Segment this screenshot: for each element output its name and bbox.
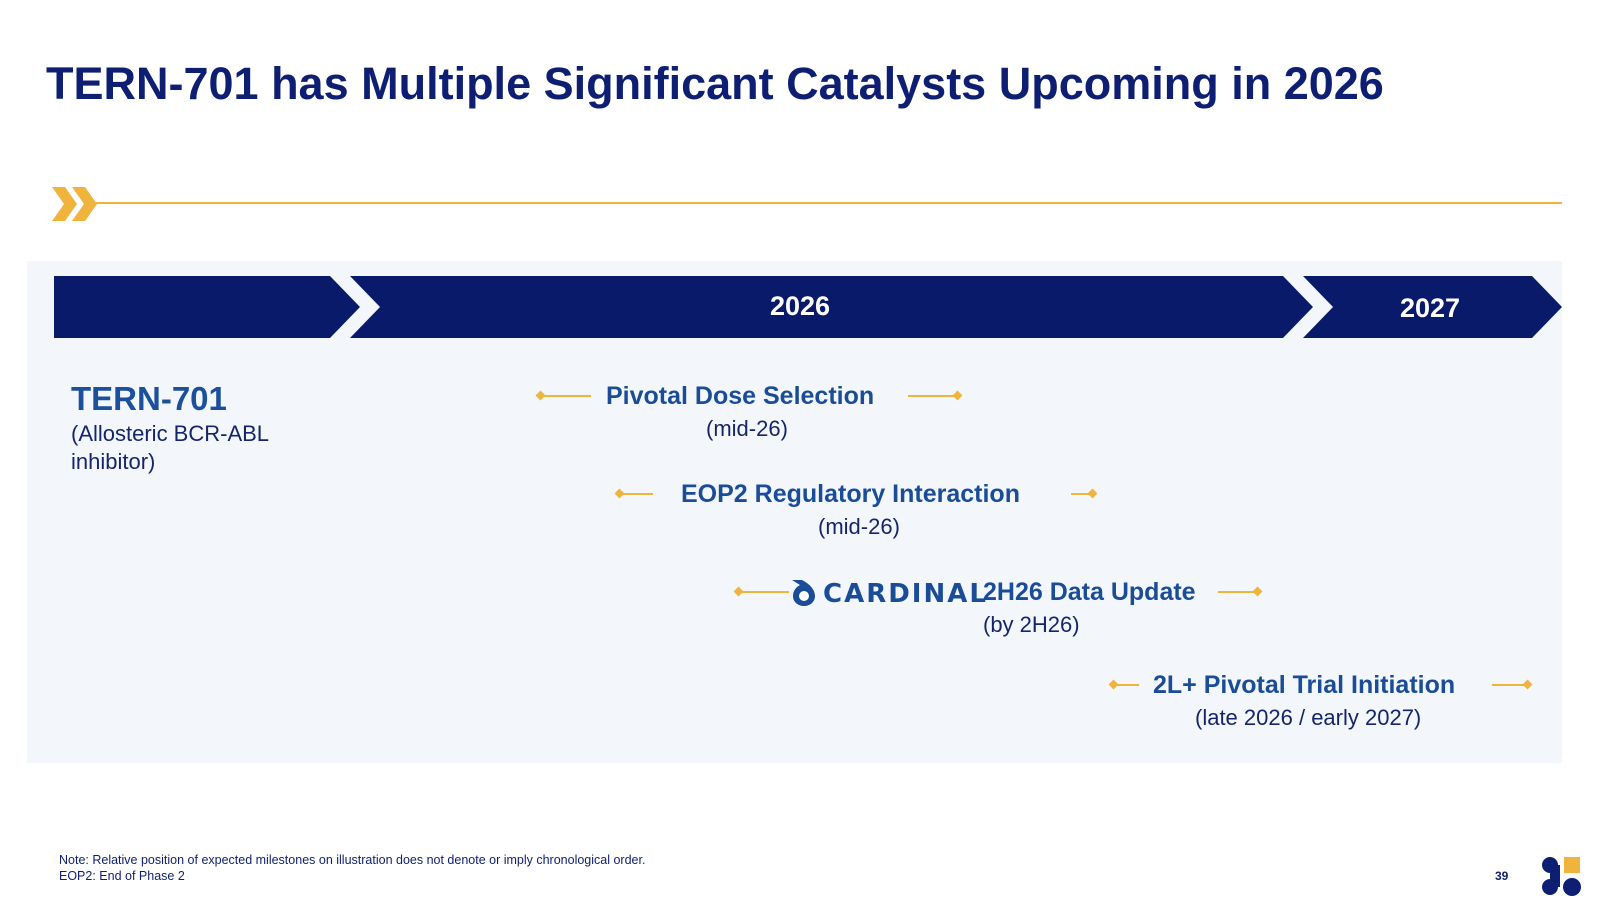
milestone-label: EOP2 Regulatory Interaction [681,480,1020,508]
asset-name: TERN-701 [71,380,227,417]
milestone-label: 2L+ Pivotal Trial Initiation [1153,671,1456,699]
milestone-timing: (by 2H26) [983,612,1080,637]
timeline-arrow-band [54,276,1562,338]
connector-line [541,395,591,397]
connector-line [1114,684,1139,686]
footnote-abbreviation: EOP2: End of Phase 2 [59,869,185,883]
milestone-timing: (late 2026 / early 2027) [1195,705,1422,730]
milestone-timing: (mid-26) [818,514,900,539]
cardinal-logo-wordmark: CARDINAL [823,579,988,609]
asset-description: (Allosteric BCR-ABL inhibitor) [71,421,269,474]
company-logo-icon [1542,857,1581,896]
milestone-timing: (mid-26) [706,416,788,441]
connector-line [1218,591,1258,593]
timeline-segment-2026 [350,276,1313,338]
footnote-note: Note: Relative position of expected mile… [59,853,646,867]
footnotes: Note: Relative position of expected mile… [59,852,645,884]
year-label-2027: 2027 [1400,293,1461,323]
connector-line [620,493,653,495]
timeline-segment-blank [54,276,360,338]
year-label-2026: 2026 [770,291,831,321]
connector-line [1071,493,1093,495]
connector-line [739,591,789,593]
timeline-segment-2027 [1303,276,1562,338]
connector-line [1492,684,1528,686]
timeline-panel [27,261,1562,763]
connector-line [908,395,958,397]
slide-title: TERN-701 has Multiple Significant Cataly… [46,58,1384,109]
milestone-label: 2H26 Data Update [983,578,1196,606]
milestone-label: Pivotal Dose Selection [606,382,875,410]
header-rule [96,202,1562,204]
cardinal-drop-icon [792,580,815,606]
double-chevron-icon [52,187,97,221]
page-number: 39 [1495,869,1509,883]
